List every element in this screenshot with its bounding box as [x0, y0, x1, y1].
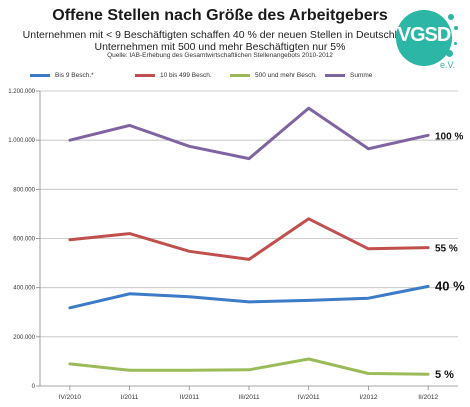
x-tick-label: II/2012 — [418, 394, 438, 401]
logo-dot — [454, 26, 458, 30]
y-tick-label: 800.000 — [13, 187, 35, 193]
x-tick-label: II/2011 — [180, 394, 200, 401]
chart-title: Offene Stellen nach Größe des Arbeitgebe… — [52, 7, 388, 24]
logo-dot — [446, 50, 453, 57]
share-annotation: 40 % — [435, 278, 465, 293]
legend-item: 10 bis 499 Besch. — [135, 72, 212, 79]
legend-label: 10 bis 499 Besch. — [160, 72, 212, 79]
legend-item: Summe — [325, 72, 372, 79]
chart-subtitle-line-1: Unternehmen mit < 9 Beschäftigten schaff… — [22, 29, 418, 41]
legend-swatch — [325, 74, 345, 77]
y-tick-label: 1.200.000 — [8, 89, 35, 95]
legend-label: 500 und mehr Besch. — [255, 72, 317, 79]
x-tick-label: IV/2011 — [298, 394, 320, 401]
y-tick-label: 1.000.000 — [8, 138, 35, 144]
legend-label: Bis 9 Besch.* — [55, 72, 94, 79]
series-line — [68, 284, 430, 310]
series-line — [68, 217, 430, 261]
legend-item: 500 und mehr Besch. — [230, 72, 317, 79]
chart-source: Quelle: IAB-Erhebung des Gesamtwirtschaf… — [107, 52, 333, 59]
legend-swatch — [230, 74, 250, 77]
logo-dot — [454, 42, 457, 45]
series-line — [68, 357, 430, 376]
share-annotation: 55 % — [435, 244, 458, 255]
vgsd-logo-icon — [396, 10, 452, 66]
y-tick-label: 600.000 — [13, 237, 35, 243]
series-line — [68, 106, 430, 161]
share-annotation: 100 % — [435, 131, 463, 142]
logo-dot — [448, 14, 454, 20]
chart-legend: Bis 9 Besch.* 10 bis 499 Besch. 500 und me… — [20, 72, 440, 86]
vgsd-logo: VGSD e.V. — [396, 10, 462, 80]
x-tick-label: IV/2010 — [59, 394, 82, 401]
vgsd-logo-text: VGSD — [397, 24, 452, 46]
y-tick-label: 0 — [32, 384, 36, 390]
legend-label: Summe — [350, 72, 373, 79]
legend-swatch — [30, 74, 50, 77]
vgsd-logo-subtext: e.V. — [440, 60, 456, 70]
legend-item: Bis 9 Besch.* — [30, 72, 94, 79]
chart-subtitle-line-2: Unternehmen mit 500 und mehr Beschäftigt… — [94, 41, 346, 53]
legend-swatch — [135, 74, 155, 77]
x-tick-label: I/2011 — [121, 394, 139, 401]
y-tick-label: 400.000 — [13, 286, 35, 292]
x-tick-label: III/2011 — [238, 394, 260, 401]
x-tick-label: I/2012 — [359, 394, 377, 401]
share-annotation: 5 % — [435, 369, 454, 381]
y-tick-label: 200.000 — [13, 335, 35, 341]
